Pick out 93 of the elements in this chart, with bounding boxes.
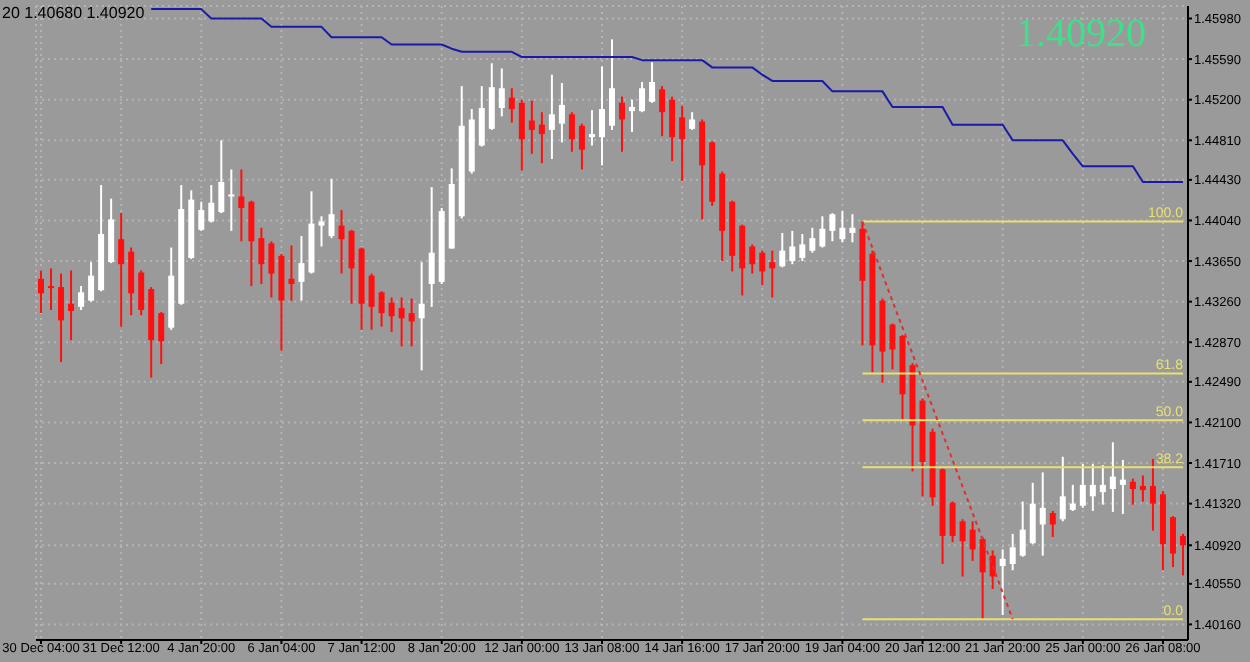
candlestick: [198, 200, 205, 232]
candlestick: [669, 95, 676, 163]
candlestick: [779, 231, 786, 269]
candlestick: [228, 168, 235, 232]
candlestick: [498, 67, 505, 118]
candlestick: [1019, 500, 1026, 558]
candlestick: [829, 212, 836, 243]
candlestick: [328, 177, 335, 240]
candlestick: [1029, 481, 1036, 546]
candlestick: [789, 229, 796, 266]
candlestick: [238, 168, 245, 243]
candlestick: [759, 249, 766, 286]
candlestick: [959, 518, 966, 578]
candlestick: [348, 228, 355, 305]
candlestick: [1129, 477, 1136, 506]
candlestick: [398, 296, 405, 348]
candlestick: [368, 272, 375, 331]
candlestick: [1179, 532, 1186, 577]
candlestick: [659, 85, 666, 138]
annotation: 1.40920: [1016, 12, 1146, 58]
candlestick: [588, 109, 595, 147]
candlestick: [518, 98, 525, 172]
candlestick: [78, 285, 85, 311]
candlestick: [408, 297, 415, 348]
candlestick: [749, 243, 756, 275]
candlestick: [1169, 515, 1176, 569]
line-series: [150, 8, 1184, 183]
candlestick: [949, 500, 956, 544]
candlestick: [528, 99, 535, 155]
candlestick: [118, 212, 125, 328]
candlestick: [548, 73, 555, 161]
candlestick: [1059, 455, 1066, 523]
candlestick: [58, 272, 65, 364]
candlestick: [969, 520, 976, 562]
candlestick: [979, 535, 986, 621]
candlestick: [68, 269, 75, 342]
candlestick: [38, 269, 44, 315]
candlestick: [769, 249, 776, 299]
candlestick: [598, 65, 605, 167]
candlestick: [839, 210, 846, 244]
candlestick: [478, 85, 485, 148]
candlestick: [799, 232, 806, 263]
candlestick: [278, 252, 285, 352]
candlestick: [639, 81, 646, 114]
annotation: 20 1.40680 1.40920: [2, 4, 145, 22]
candlestick: [338, 209, 345, 275]
candlestick: [619, 95, 626, 153]
candlestick: [739, 223, 746, 297]
candlestick: [1139, 474, 1146, 503]
candlestick: [1009, 532, 1016, 572]
candlestick: [378, 290, 385, 328]
candlestick: [608, 38, 615, 131]
candlestick: [1119, 458, 1126, 516]
candlestick: [1079, 463, 1086, 509]
candlestick: [138, 269, 145, 317]
candlestick: [298, 235, 305, 302]
candlestick: [508, 87, 515, 124]
candlestick: [1109, 441, 1116, 513]
candlestick: [388, 296, 395, 333]
candlestick: [679, 104, 686, 182]
candlestick: [418, 261, 425, 372]
candlestick: [488, 62, 495, 131]
candlestick: [1049, 509, 1056, 538]
candlestick: [208, 184, 215, 224]
candlestick: [1099, 464, 1106, 506]
candlestick: [558, 82, 565, 144]
candlestick: [538, 111, 545, 165]
candlestick: [1089, 463, 1096, 512]
candlestick: [258, 226, 265, 285]
candlestick: [568, 111, 575, 153]
candlestick: [699, 118, 706, 221]
candlestick: [128, 246, 135, 317]
candlestick: [578, 122, 585, 171]
candlestick: [158, 311, 165, 366]
candlestick: [1069, 483, 1076, 512]
candlestick: [268, 240, 275, 299]
candlestick: [248, 199, 255, 288]
candlestick: [999, 548, 1006, 617]
candlestick: [218, 139, 225, 215]
candlestick: [819, 215, 826, 249]
candlestick: [318, 215, 325, 248]
candlestick: [649, 61, 656, 104]
candlestick: [88, 261, 95, 303]
candlestick: [288, 244, 295, 302]
candlestick: [108, 197, 115, 265]
candlestick: [849, 213, 856, 244]
candlestick: [809, 226, 816, 254]
candlestick: [48, 267, 55, 311]
candlestick: [1039, 471, 1046, 557]
candlestick: [629, 98, 636, 133]
candlestick: [428, 186, 435, 308]
candlestick: [1149, 457, 1156, 532]
candlestick: [889, 322, 896, 371]
